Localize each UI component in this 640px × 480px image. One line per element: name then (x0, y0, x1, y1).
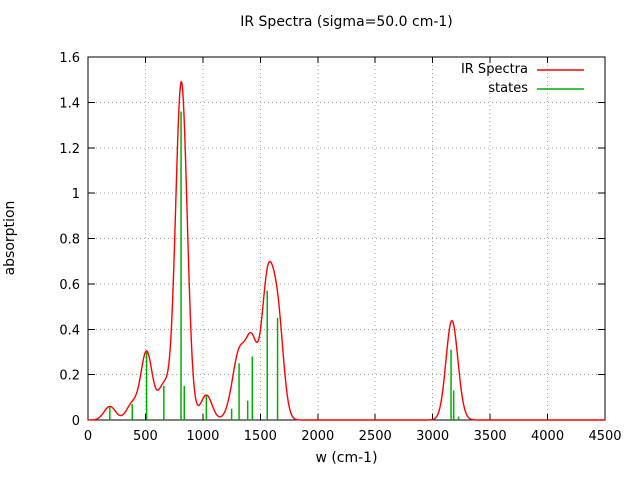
y-tick-label: 1.2 (59, 142, 80, 157)
legend-item-ir-spectra: IR Spectra (460, 62, 528, 77)
ir-spectra-curve (87, 80, 606, 421)
x-tick-label: 2000 (301, 429, 334, 444)
x-tick-label: 2500 (359, 429, 392, 444)
y-tick-label: 0.2 (59, 369, 80, 384)
y-tick-label: 0.8 (59, 233, 80, 248)
y-tick-label: 1 (72, 187, 80, 202)
x-tick-label: 1500 (244, 429, 277, 444)
x-tick-label: 500 (133, 429, 158, 444)
y-tick-label: 0.6 (59, 278, 80, 293)
x-axis-label: w (cm-1) (315, 450, 378, 466)
chart-title: IR Spectra (sigma=50.0 cm-1) (240, 14, 453, 30)
y-tick-label: 1.6 (59, 51, 80, 66)
x-tick-label: 3000 (416, 429, 449, 444)
x-tick-label: 0 (84, 429, 92, 444)
y-tick-label: 0.4 (59, 323, 80, 338)
x-tick-label: 1000 (186, 429, 219, 444)
y-axis-label: absorption (2, 200, 18, 276)
x-tick-label: 4000 (531, 429, 564, 444)
plot-border (87, 56, 606, 421)
x-tick-label: 3500 (474, 429, 507, 444)
y-tick-label: 0 (72, 414, 80, 429)
legend-item-states: states (488, 81, 528, 96)
x-tick-label: 4500 (588, 429, 621, 444)
y-tick-label: 1.4 (59, 96, 80, 111)
